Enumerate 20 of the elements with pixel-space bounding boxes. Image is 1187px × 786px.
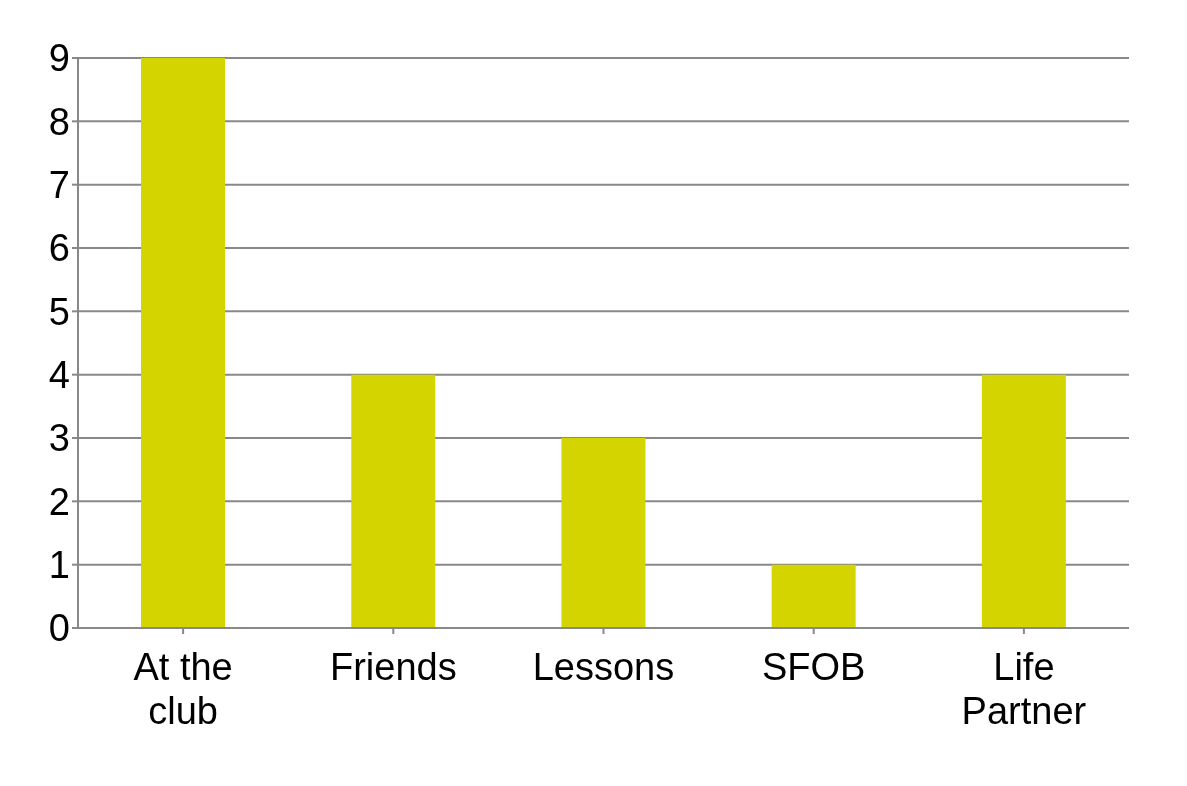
y-tick-label: 9 — [48, 37, 70, 80]
y-tick-label: 8 — [48, 100, 70, 143]
y-tick-label: 5 — [48, 290, 70, 333]
y-tick-label: 3 — [48, 417, 70, 460]
y-tick-label: 0 — [48, 607, 70, 650]
y-tick-label: 6 — [48, 227, 70, 270]
y-tick-label: 1 — [48, 544, 70, 587]
x-tick-label: Lessons — [532, 646, 675, 688]
bar — [981, 374, 1066, 628]
y-tick-label: 2 — [48, 480, 70, 523]
x-tick-label: Friends — [329, 646, 457, 688]
bar — [771, 564, 856, 628]
y-tick-label: 7 — [48, 164, 70, 207]
bar — [561, 438, 646, 628]
bar — [141, 58, 226, 628]
x-tick-label: At the club — [133, 646, 233, 732]
x-tick-label: Life Partner — [961, 646, 1087, 732]
y-tick-label: 4 — [48, 354, 70, 397]
x-tick-label: SFOB — [761, 646, 866, 688]
bar — [351, 374, 436, 628]
